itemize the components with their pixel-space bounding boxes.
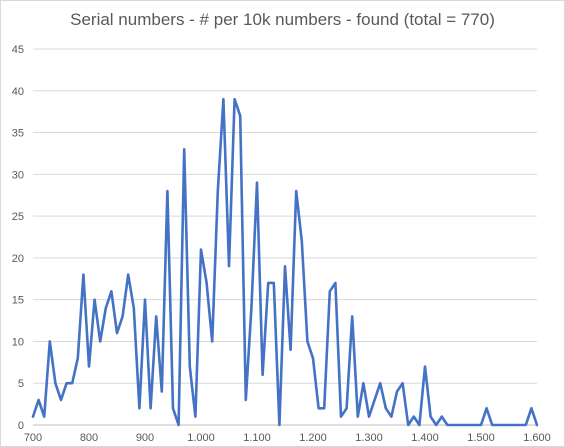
x-tick-label: 900 <box>136 432 154 444</box>
series-layer <box>31 97 539 427</box>
y-axis-tick-labels: 0 5 10 15 20 25 30 35 40 45 <box>12 44 24 432</box>
x-tick-label: 800 <box>80 432 98 444</box>
chart-title: Serial numbers - # per 10k numbers - fou… <box>70 10 495 29</box>
y-tick-label: 40 <box>12 86 24 98</box>
gridlines <box>33 48 537 384</box>
x-tick-label: 1.600 <box>523 432 551 444</box>
x-tick-label: 700 <box>24 432 42 444</box>
y-tick-label: 20 <box>12 253 24 265</box>
y-tick-label: 5 <box>18 378 24 390</box>
x-tick-label: 1.300 <box>355 432 383 444</box>
y-tick-label: 30 <box>12 169 24 181</box>
x-tick-label: 1.100 <box>243 432 271 444</box>
y-tick-label: 45 <box>12 44 24 56</box>
x-tick-label: 1.200 <box>299 432 327 444</box>
x-tick-label: 1.500 <box>467 432 495 444</box>
series-line <box>31 97 539 427</box>
y-tick-label: 35 <box>12 128 24 140</box>
y-tick-label: 10 <box>12 336 24 348</box>
y-tick-label: 0 <box>18 420 24 432</box>
x-tick-label: 1.400 <box>411 432 439 444</box>
x-axis-tick-labels: 700 800 900 1.000 1.100 1.200 1.300 1.400 1.500 1… <box>24 432 551 444</box>
y-tick-label: 15 <box>12 295 24 307</box>
x-tick-label: 1.000 <box>187 432 215 444</box>
y-tick-label: 25 <box>12 211 24 223</box>
